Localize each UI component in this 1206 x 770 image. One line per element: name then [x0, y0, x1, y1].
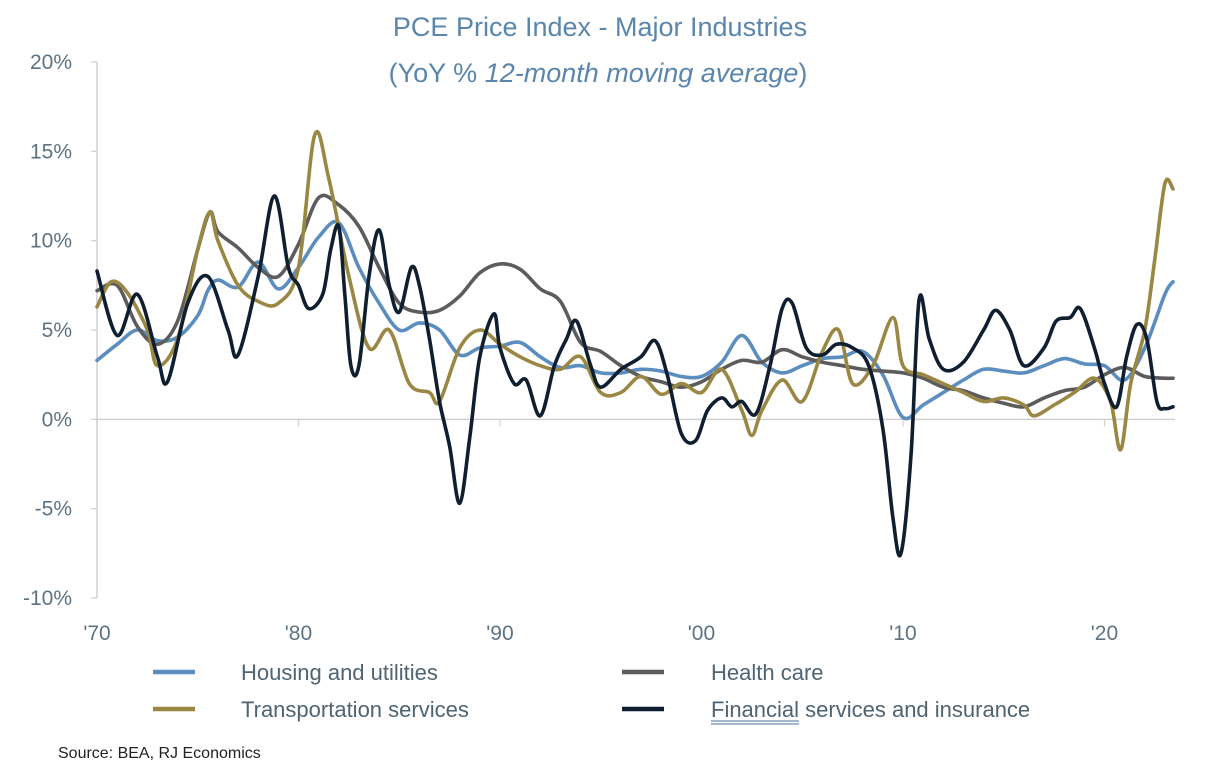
y-axis-ticks: 20% 15% 10% 5% 0% -5% -10%	[23, 51, 97, 610]
axes	[96, 62, 1175, 598]
x-tick-label: '80	[285, 622, 312, 645]
y-tick-label: 0%	[42, 408, 72, 431]
x-axis-ticks: '70 '80 '90 '00 '10 '20	[83, 419, 1118, 645]
legend-label-underlined-part: Financial	[711, 697, 799, 722]
y-tick-label: -5%	[35, 498, 72, 521]
legend-label-transportation-services: Transportation services	[241, 697, 469, 722]
x-tick-label: '70	[83, 622, 110, 645]
chart-subtitle-italic: 12-month moving average	[485, 58, 799, 88]
y-tick-label: -10%	[23, 587, 72, 610]
y-tick-label: 5%	[42, 319, 72, 342]
y-tick-label: 20%	[30, 51, 72, 74]
source-note: Source: BEA, RJ Economics	[58, 745, 261, 762]
series-line-transportation-services	[95, 130, 1175, 452]
x-tick-label: '10	[889, 622, 916, 645]
x-tick-label: '00	[688, 622, 715, 645]
legend-label-financial-services-and-insurance: Financial services and insurance	[711, 697, 1030, 722]
legend-label-rest: services and insurance	[799, 697, 1030, 722]
y-tick-label: 10%	[30, 230, 72, 253]
series-lines	[95, 130, 1175, 558]
series-line-housing-and-utilities	[95, 219, 1175, 421]
legend-label-health-care: Health care	[711, 660, 824, 685]
legend-label-housing-and-utilities: Housing and utilities	[241, 660, 438, 685]
x-tick-label: '20	[1091, 622, 1118, 645]
chart-subtitle: (YoY % 12-month moving average)	[389, 58, 808, 88]
chart-subtitle-prefix: (YoY %	[389, 58, 485, 88]
chart-subtitle-suffix: )	[798, 58, 807, 88]
x-tick-label: '90	[486, 622, 513, 645]
y-tick-label: 15%	[30, 140, 72, 163]
series-line-financial-services-and-insurance	[95, 194, 1175, 558]
chart-title: PCE Price Index - Major Industries	[393, 12, 807, 42]
legend: Housing and utilities Health care Transpor…	[153, 660, 1030, 725]
